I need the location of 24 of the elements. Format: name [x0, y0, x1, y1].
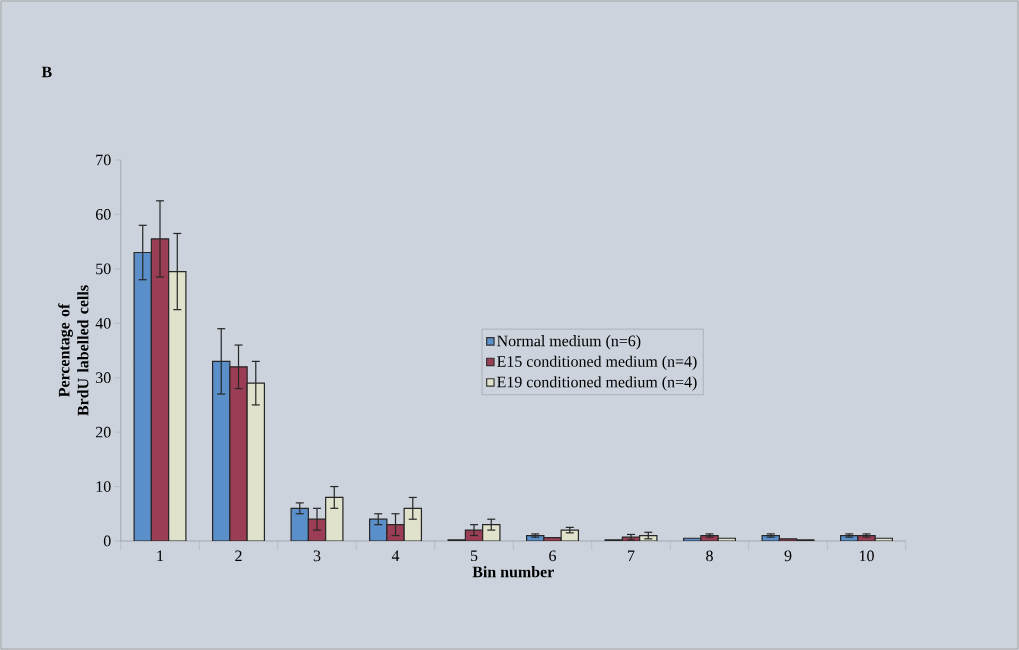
y-tick-label: 60: [95, 209, 111, 220]
x-tick-label: 2: [235, 550, 242, 562]
x-tick-label: 5: [470, 550, 478, 562]
y-tick-label: 40: [95, 317, 111, 329]
x-tick-label: 10: [859, 550, 874, 562]
y-tick-label: 10: [96, 481, 111, 492]
x-tick-label: 6: [549, 550, 557, 562]
x-tick-label: 1: [157, 550, 164, 562]
y-tick-label: 30: [96, 372, 111, 384]
y-tick-label: 70: [96, 154, 111, 166]
x-tick-label: 4: [391, 550, 400, 561]
x-axis-title: Bin number: [472, 566, 554, 578]
text: B: [41, 66, 52, 78]
legend-label: E19 conditioned medium (n=4): [497, 376, 697, 391]
y-tick-label: 0: [103, 535, 111, 547]
y-tick-label: 20: [96, 426, 111, 438]
x-tick-label: 7: [628, 550, 635, 561]
x-tick-label: 8: [706, 550, 713, 562]
x-tick-label: 9: [784, 550, 792, 562]
y-tick-label: 50: [96, 263, 111, 275]
y-axis-title: Percentage of BrdU labelled cells: [58, 285, 89, 416]
legend-label: E15 conditioned medium (n=4): [497, 355, 697, 371]
legend-label: Normal medium (n=6): [497, 335, 641, 350]
x-tick-label: 3: [313, 550, 321, 562]
